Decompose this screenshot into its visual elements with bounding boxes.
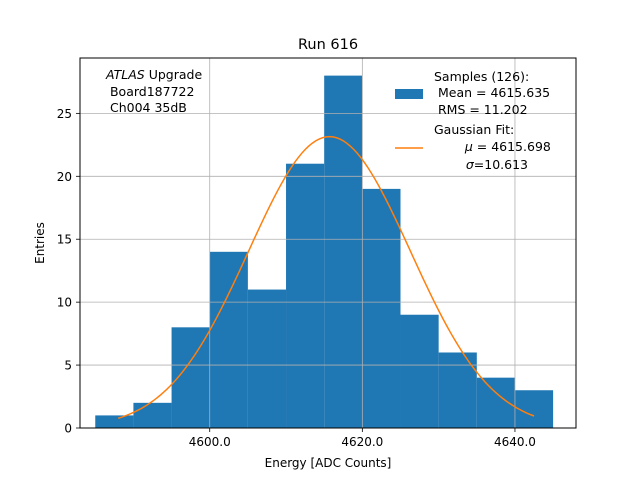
legend-fit-mu: μ = 4615.698: [437, 139, 571, 154]
histogram-bars: [95, 75, 554, 428]
annotation-board: Board187722: [106, 84, 194, 99]
histogram-bar: [95, 415, 134, 428]
legend-samples-title: Samples (126):: [434, 69, 529, 84]
annotation-channel: Ch004 35dB: [106, 100, 187, 115]
x-tick-label: 4600.0: [189, 435, 231, 449]
annotation-line1: ATLAS Upgrade: [105, 67, 202, 82]
histogram-bar: [133, 402, 172, 428]
y-tick-label: 10: [57, 296, 72, 310]
legend-samples-rms: RMS = 11.202: [434, 102, 528, 117]
gaussian-fit-layer: [117, 135, 535, 420]
y-tick-label: 0: [64, 422, 72, 436]
histogram-bar: [362, 188, 401, 428]
histogram-bar: [514, 390, 554, 428]
histogram-bar: [247, 289, 287, 428]
y-tick-label: 20: [57, 170, 72, 184]
y-tick-label: 25: [57, 107, 72, 121]
annotation-upgrade: Upgrade: [145, 67, 203, 82]
annotation-atlas-italic: ATLAS: [105, 67, 145, 82]
y-tick-label: 5: [64, 359, 72, 373]
x-tick-label: 4620.0: [341, 435, 383, 449]
x-tick-label: 4640.0: [494, 435, 536, 449]
legend-sigma-symbol: σ: [466, 157, 475, 172]
legend-mu-symbol: μ: [464, 139, 473, 154]
x-axis-label: Energy [ADC Counts]: [265, 456, 392, 470]
legend-fit-sigma: σ=10.613: [438, 157, 548, 172]
legend-mu-value: = 4615.698: [473, 139, 551, 154]
legend-samples-mean: Mean = 4615.635: [434, 85, 550, 100]
gaussian-fit-curve: [117, 135, 535, 420]
legend-sigma-value: =10.613: [474, 157, 528, 172]
legend-histogram-swatch: [395, 89, 423, 99]
y-tick-label: 15: [57, 233, 72, 247]
y-axis-ticks: 0 5 10 15 20 25: [57, 107, 80, 436]
histogram-bar: [209, 251, 248, 428]
legend: Samples (126): Mean = 4615.635 RMS = 11.…: [395, 69, 571, 172]
y-axis-label: Entries: [33, 222, 47, 264]
legend-fit-title: Gaussian Fit:: [434, 122, 514, 137]
histogram-bar: [286, 163, 325, 428]
histogram-bar: [400, 314, 439, 428]
x-axis-ticks: 4600.0 4620.0 4640.0: [189, 428, 536, 449]
chart-title: Run 616: [298, 37, 358, 53]
histogram-bar: [324, 75, 363, 428]
plot-frame: [79, 57, 577, 429]
